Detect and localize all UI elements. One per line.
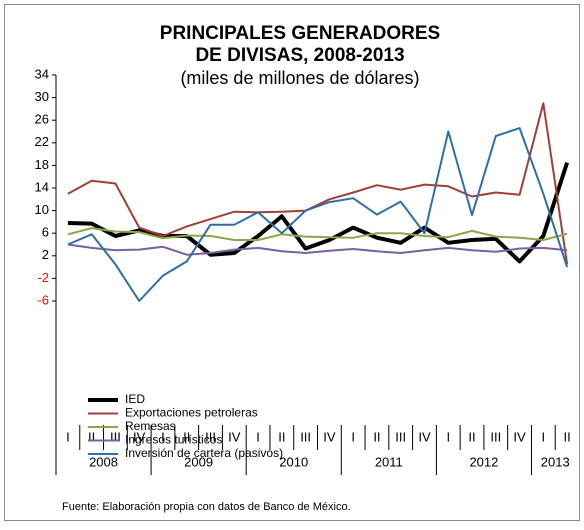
x-tick-label: I [66,429,70,444]
y-tick-label: 2 [42,247,49,262]
chart-title: PRINCIPALES GENERADORES [160,23,440,44]
x-tick-label: III [110,429,121,444]
year-label: 2008 [89,454,118,469]
x-tick-label: I [161,429,165,444]
x-tick-label: IV [228,429,241,444]
series-line [67,243,568,256]
x-tick-label: I [446,429,450,444]
x-tick-label: I [256,429,260,444]
y-tick-label: 18 [35,157,49,172]
x-tick-label: IV [133,429,146,444]
series-line [67,161,570,264]
y-tick-label: -2 [37,270,49,285]
x-tick-label: I [542,429,546,444]
year-label: 2011 [375,454,403,469]
chart-subtitle: (miles de millones de dólares) [180,68,419,88]
x-tick-label: II [373,429,380,444]
x-tick-label: I [351,429,355,444]
y-tick-label: 6 [42,225,49,240]
y-tick-label: -6 [37,292,49,307]
legend-label: Ingresos turísticos [125,433,222,447]
x-tick-label: IV [513,429,526,444]
x-tick-label: II [278,429,285,444]
y-tick-label: 26 [35,112,49,127]
x-tick-label: III [300,429,311,444]
y-tick-label: 10 [35,202,49,217]
series-line [67,227,568,241]
chart-title: DE DIVISAS, 2008-2013 [195,45,404,66]
legend-label: IED [125,392,145,406]
y-tick-label: 34 [35,66,49,81]
x-tick-label: III [395,429,406,444]
x-tick-label: II [563,429,570,444]
year-label: 2013 [541,454,570,469]
series-line [67,127,569,302]
x-tick-label: II [468,429,475,444]
x-tick-label: II [88,429,95,444]
legend-label: Exportaciones petroleras [125,406,258,420]
source-note: Fuente: Elaboración propia con datos de … [62,501,351,513]
x-tick-label: IV [323,429,336,444]
y-tick-label: 30 [35,89,49,104]
series-line [67,102,569,265]
year-label: 2009 [184,454,213,469]
y-tick-label: 22 [35,134,49,149]
x-tick-label: III [490,429,501,444]
x-tick-label: III [205,429,216,444]
x-tick-label: II [183,429,190,444]
legend-label: Inversión de cartera (pasivos) [125,446,283,460]
year-label: 2012 [469,454,498,469]
x-tick-label: IV [418,429,431,444]
year-label: 2010 [279,454,308,469]
legend-label: Remesas [125,419,176,433]
y-tick-label: 14 [35,179,49,194]
